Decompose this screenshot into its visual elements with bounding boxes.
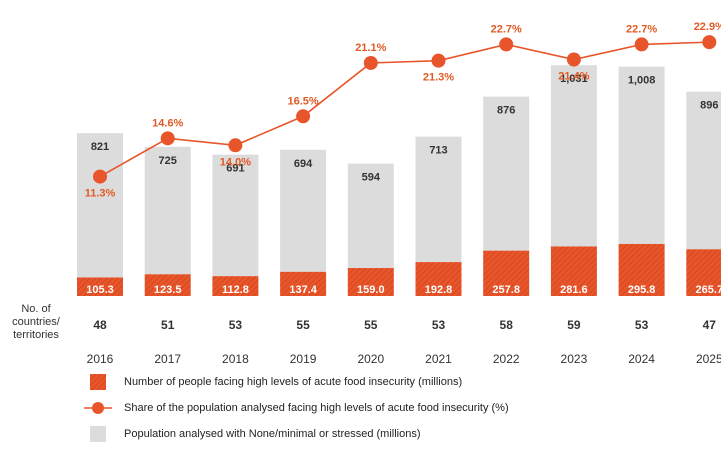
share-marker-2024 bbox=[634, 37, 649, 52]
label-population-2022: 876 bbox=[497, 105, 515, 117]
legend-grey-square-icon bbox=[90, 426, 106, 442]
share-marker-2019 bbox=[296, 109, 311, 124]
label-people-2020: 159.0 bbox=[357, 284, 385, 296]
tick-year-2024: 2024 bbox=[628, 352, 655, 366]
label-countries-2017: 51 bbox=[161, 318, 175, 332]
bar-population-2017 bbox=[144, 146, 191, 275]
label-share-2017: 14.6% bbox=[152, 117, 183, 129]
bar-population-2022 bbox=[483, 96, 530, 251]
bar-people-2019 bbox=[280, 271, 327, 296]
legend-label-share: Share of the population analysed facing … bbox=[124, 402, 509, 414]
bar-population-2023 bbox=[550, 65, 597, 247]
tick-year-2021: 2021 bbox=[425, 352, 452, 366]
legend-item-population: Population analysed with None/minimal or… bbox=[84, 426, 604, 442]
bar-people-2016 bbox=[77, 277, 123, 296]
tick-year-2018: 2018 bbox=[222, 352, 249, 366]
bar-people-2020 bbox=[347, 268, 394, 296]
label-people-2025: 265.7 bbox=[696, 284, 721, 296]
bar-people-2022 bbox=[483, 250, 530, 296]
label-countries-2023: 59 bbox=[567, 318, 581, 332]
label-people-2024: 295.8 bbox=[628, 284, 656, 296]
label-countries-2020: 55 bbox=[364, 318, 378, 332]
bar-people-2025 bbox=[686, 249, 721, 296]
legend-label-population: Population analysed with None/minimal or… bbox=[124, 428, 421, 440]
bar-population-2021 bbox=[415, 136, 462, 263]
label-share-2020: 21.1% bbox=[355, 42, 386, 54]
label-population-2024: 1,008 bbox=[628, 75, 656, 87]
bar-population-2018 bbox=[212, 154, 259, 277]
label-share-2025: 22.9% bbox=[694, 21, 721, 33]
label-countries-2025: 47 bbox=[703, 318, 717, 332]
bar-people-2021 bbox=[415, 262, 462, 296]
share-marker-2017 bbox=[160, 131, 175, 146]
bar-people-2023 bbox=[550, 246, 597, 296]
tick-year-2022: 2022 bbox=[493, 352, 520, 366]
label-people-2017: 123.5 bbox=[154, 284, 182, 296]
label-share-2022: 22.7% bbox=[491, 23, 522, 35]
bar-people-2024 bbox=[618, 243, 665, 296]
label-share-2021: 21.3% bbox=[423, 72, 454, 84]
label-population-2020: 594 bbox=[362, 172, 381, 184]
label-people-2018: 112.8 bbox=[222, 284, 249, 296]
bar-population-2025 bbox=[686, 91, 721, 250]
bar-population-2016 bbox=[77, 133, 123, 278]
label-population-2025: 896 bbox=[700, 100, 718, 112]
share-marker-2022 bbox=[499, 37, 514, 52]
label-share-2024: 22.7% bbox=[626, 23, 657, 35]
label-population-2017: 725 bbox=[159, 155, 177, 167]
label-share-2016: 11.3% bbox=[85, 188, 116, 200]
tick-year-2023: 2023 bbox=[561, 352, 588, 366]
countries-row-label: No. of countries/ territories bbox=[12, 303, 60, 341]
bar-population-2024 bbox=[618, 66, 665, 244]
bar-people-2018 bbox=[212, 276, 259, 296]
share-marker-2016 bbox=[93, 169, 107, 184]
legend-item-share: Share of the population analysed facing … bbox=[84, 400, 604, 416]
label-share-2023: 21.4% bbox=[558, 71, 589, 83]
label-countries-2016: 48 bbox=[93, 318, 107, 332]
tick-year-2020: 2020 bbox=[357, 352, 384, 366]
label-countries-2018: 53 bbox=[229, 318, 243, 332]
label-countries-2021: 53 bbox=[432, 318, 446, 332]
label-countries-2019: 55 bbox=[296, 318, 310, 332]
label-share-2019: 16.5% bbox=[287, 95, 318, 107]
label-population-2018: 691 bbox=[226, 163, 244, 175]
label-population-2023: 1,031 bbox=[560, 73, 588, 85]
label-people-2023: 281.6 bbox=[560, 284, 588, 296]
label-share-2018: 14.0% bbox=[220, 156, 251, 168]
label-countries-2022: 58 bbox=[500, 318, 514, 332]
tick-year-2017: 2017 bbox=[154, 352, 181, 366]
share-marker-2018 bbox=[228, 138, 243, 153]
label-people-2019: 137.4 bbox=[289, 284, 317, 296]
legend-label-people: Number of people facing high levels of a… bbox=[124, 376, 463, 388]
label-countries-2024: 53 bbox=[635, 318, 649, 332]
share-marker-2025 bbox=[702, 35, 717, 50]
tick-year-2019: 2019 bbox=[290, 352, 317, 366]
tick-year-2025: 2025 bbox=[696, 352, 721, 366]
label-people-2022: 257.8 bbox=[492, 284, 520, 296]
share-marker-2020 bbox=[363, 55, 378, 70]
legend-hatched-square-icon bbox=[90, 374, 106, 390]
share-marker-2021 bbox=[431, 53, 446, 68]
bar-population-2020 bbox=[347, 163, 394, 269]
label-people-2016: 105.3 bbox=[86, 284, 114, 296]
legend-line-marker-icon bbox=[84, 402, 112, 414]
bar-people-2017 bbox=[144, 274, 191, 296]
label-people-2021: 192.8 bbox=[425, 284, 453, 296]
bar-population-2019 bbox=[280, 149, 327, 272]
share-marker-2023 bbox=[566, 52, 581, 67]
legend-item-people: Number of people facing high levels of a… bbox=[84, 374, 604, 390]
label-population-2016: 821 bbox=[91, 141, 109, 153]
tick-year-2016: 2016 bbox=[87, 352, 114, 366]
label-population-2021: 713 bbox=[429, 145, 447, 157]
share-line bbox=[99, 41, 710, 178]
label-population-2019: 694 bbox=[294, 158, 313, 170]
